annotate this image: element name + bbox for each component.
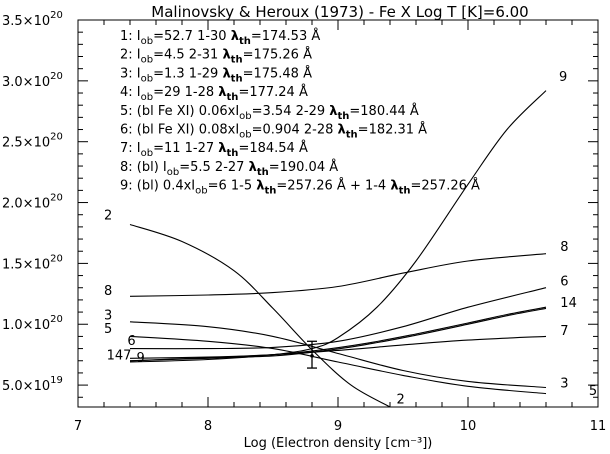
series-line-7 [129, 335, 547, 359]
y-tick-label-2: 1.5×1020 [2, 253, 63, 272]
legend-entry-8: 8: (bl) Iob=5.5 2-27 λth=190.04 Å [120, 159, 338, 178]
series-label-3: 5 [104, 322, 112, 337]
series-line-8 [129, 253, 547, 297]
series-label-9: 6 [560, 274, 568, 289]
observed-marker [310, 354, 314, 358]
y-tick-label-4: 2.5×1020 [2, 132, 63, 151]
series-line-5 [129, 335, 547, 395]
series-label-7: 9 [559, 70, 567, 85]
x-tick-label-4: 11 [590, 419, 607, 434]
series-label-11: 7 [560, 324, 568, 339]
observed-point [307, 340, 317, 369]
series-line-3 [129, 321, 547, 389]
series-label-13: 5 [589, 384, 597, 399]
series-curves [129, 90, 547, 408]
legend-entry-7: 7: Iob=11 1-27 λth=184.54 Å [120, 140, 308, 159]
legend-entry-2: 2: Iob=4.5 2-31 λth=175.26 Å [120, 47, 312, 66]
chart-title: Malinovsky & Heroux (1973) - Fe X Log T … [151, 3, 528, 21]
series-label-1: 8 [104, 284, 112, 299]
y-tick-label-5: 3.0×1020 [2, 71, 63, 90]
legend-entry-9: 9: (bl) 0.4xIob=6 1-5 λth=257.26 Å + 1-4… [120, 178, 480, 197]
series-label-6: 9 [137, 351, 145, 366]
series-label-12: 3 [560, 377, 568, 392]
legend-entry-5: 5: (bl Fe XI) 0.06xIob=3.54 2-29 λth=180… [120, 103, 419, 122]
series-line-6 [129, 287, 547, 350]
series-label-14: 2 [397, 392, 405, 407]
y-tick-label-6: 3.5×1020 [2, 10, 63, 29]
legend-entry-1: 1: Iob=52.7 1-30 λth=174.53 Å [120, 28, 320, 47]
legend-entry-6: 6: (bl Fe XI) 0.08xIob=0.904 2-28 λth=18… [120, 122, 427, 141]
axis-ticks: 7 8 9 10 11 5.0×1019 1.0×1020 1.5×1020 2.0×1020 2… [2, 10, 606, 434]
series-label-5: 147 [107, 349, 132, 364]
series-line-1 [129, 307, 547, 362]
series-label-8: 8 [560, 240, 568, 255]
y-tick-label-1: 1.0×1020 [2, 314, 63, 333]
x-axis-label: Log (Electron density [cm⁻³]) [244, 436, 433, 451]
x-tick-label-2: 9 [334, 419, 342, 434]
x-tick-label-1: 8 [204, 419, 212, 434]
series-label-4: 6 [127, 334, 135, 349]
x-tick-label-0: 7 [74, 419, 82, 434]
legend-entry-4: 4: Iob=29 1-28 λth=177.24 Å [120, 84, 308, 103]
series-line-9 [129, 90, 547, 363]
y-tick-label-0: 5.0×1019 [2, 375, 63, 394]
series-label-2: 3 [104, 308, 112, 323]
legend-entry-3: 3: Iob=1.3 1-29 λth=175.48 Å [120, 65, 312, 84]
legend: 1: Iob=52.7 1-30 λth=174.53 Å2: Iob=4.5 … [120, 28, 480, 197]
series-line-2 [129, 223, 391, 408]
series-label-0: 2 [104, 209, 112, 224]
series-label-10: 14 [560, 296, 577, 311]
series-line-4 [129, 306, 547, 362]
x-tick-label-3: 10 [460, 419, 477, 434]
y-tick-label-3: 2.0×1020 [2, 193, 63, 212]
